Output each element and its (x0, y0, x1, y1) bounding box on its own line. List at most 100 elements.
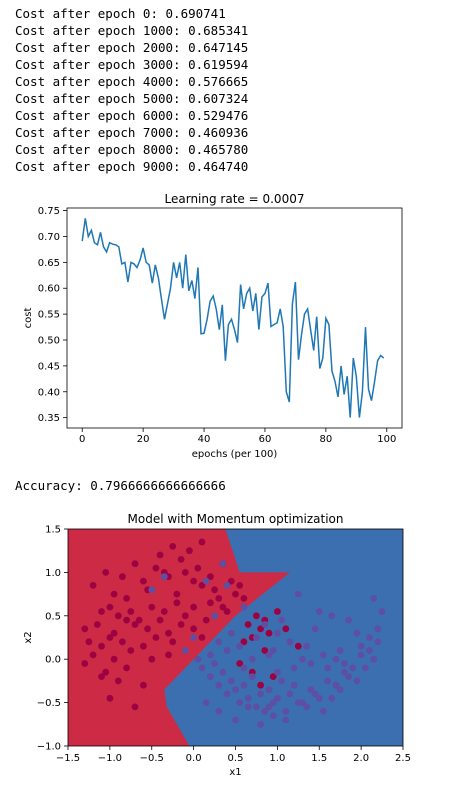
data-point-class-0 (190, 577, 198, 585)
data-point-class-1 (378, 608, 386, 615)
data-point-class-0 (119, 638, 126, 646)
data-point-class-0 (106, 603, 114, 611)
x-tick-label: −1.0 (98, 753, 122, 764)
data-point-class-0 (215, 595, 223, 602)
log-line: Cost after epoch 2000: 0.647145 (15, 40, 249, 55)
data-point-class-0 (190, 603, 198, 611)
data-point-class-0 (202, 616, 210, 624)
data-point-class-1 (366, 634, 373, 641)
y-axis-label: cost (23, 308, 34, 329)
data-point-class-1 (274, 694, 281, 702)
data-point-class-1 (290, 664, 298, 672)
data-point-class-0 (236, 660, 244, 667)
data-point-class-1 (374, 638, 382, 646)
data-point-class-1 (361, 664, 369, 672)
data-point-class-0 (219, 603, 227, 611)
data-point-class-0 (131, 621, 139, 628)
data-point-class-0 (140, 681, 147, 689)
data-point-class-0 (93, 621, 101, 628)
data-point-class-0 (253, 612, 260, 620)
data-point-class-0 (135, 616, 143, 624)
data-point-class-1 (223, 647, 231, 654)
x-tick-label: 0.0 (186, 753, 202, 764)
data-point-class-1 (202, 699, 210, 706)
data-point-class-1 (215, 681, 223, 689)
y-tick-label: −0.5 (37, 698, 61, 709)
data-point-class-1 (286, 690, 294, 698)
data-point-class-0 (144, 625, 152, 633)
data-point-class-0 (211, 586, 219, 594)
data-point-class-1 (207, 651, 214, 659)
data-point-class-0 (169, 638, 177, 646)
y-tick-label: 0.70 (38, 232, 60, 243)
data-point-class-1 (349, 664, 357, 672)
data-point-class-0 (186, 547, 193, 555)
data-point-class-1 (294, 699, 302, 706)
data-point-class-0 (119, 573, 126, 581)
data-point-class-1 (261, 621, 269, 628)
data-point-class-0 (265, 629, 273, 637)
data-point-class-1 (265, 651, 273, 659)
data-point-class-0 (294, 642, 302, 650)
log-line: Cost after epoch 7000: 0.460936 (15, 125, 249, 140)
data-point-class-0 (148, 603, 156, 611)
data-point-class-1 (223, 690, 231, 698)
x-tick-label: 1.5 (311, 753, 327, 764)
data-point-class-0 (160, 608, 168, 615)
data-point-class-1 (240, 681, 248, 689)
data-point-class-1 (227, 677, 235, 685)
data-point-class-1 (269, 712, 277, 719)
data-point-class-1 (265, 686, 273, 693)
data-point-class-0 (223, 608, 231, 615)
data-point-class-1 (253, 634, 260, 641)
data-point-class-0 (123, 664, 130, 672)
data-point-class-0 (181, 612, 189, 620)
data-point-class-0 (110, 590, 118, 598)
region-class-0 (68, 529, 290, 746)
x-axis-label: x1 (229, 767, 241, 778)
log-line: Cost after epoch 9000: 0.464740 (15, 159, 249, 174)
y-tick-label: 1.0 (45, 568, 61, 579)
data-point-class-1 (374, 625, 382, 633)
data-point-class-0 (194, 564, 202, 572)
data-point-class-0 (98, 608, 105, 615)
data-point-class-1 (315, 608, 323, 615)
data-point-class-0 (282, 625, 290, 633)
y-tick-label: 0.0 (45, 655, 61, 666)
data-point-class-0 (165, 651, 172, 659)
log-line: Cost after epoch 0: 0.690741 (15, 6, 226, 21)
data-point-class-1 (357, 651, 365, 659)
data-point-class-0 (198, 582, 206, 589)
y-tick-label: 1.5 (45, 525, 61, 536)
data-point-class-0 (156, 551, 164, 559)
data-point-class-1 (160, 573, 168, 581)
x-axis-label: epochs (per 100) (192, 449, 278, 460)
data-point-class-1 (269, 647, 277, 654)
data-point-class-1 (232, 716, 239, 724)
y-tick-label: 0.75 (38, 206, 60, 217)
data-point-class-1 (248, 673, 256, 680)
data-point-class-0 (177, 621, 185, 628)
data-point-class-0 (81, 660, 89, 667)
data-point-class-1 (257, 690, 264, 698)
data-point-class-0 (236, 582, 244, 589)
data-point-class-0 (102, 569, 110, 576)
data-point-class-1 (248, 655, 256, 663)
x-tick-label: 2.5 (395, 753, 411, 764)
data-point-class-1 (332, 681, 340, 689)
data-point-class-0 (123, 616, 130, 624)
data-point-class-1 (269, 699, 277, 706)
data-point-class-1 (353, 629, 361, 637)
data-point-class-1 (303, 642, 311, 650)
x-tick-label: 80 (319, 434, 332, 445)
data-point-class-0 (89, 651, 97, 659)
data-point-class-1 (219, 560, 227, 568)
data-point-class-1 (303, 703, 311, 711)
data-point-class-0 (127, 647, 135, 654)
data-point-class-1 (311, 625, 319, 633)
x-tick-label: −0.5 (140, 753, 164, 764)
y-tick-label: 0.60 (38, 284, 60, 295)
data-point-class-0 (269, 673, 277, 680)
data-point-class-1 (211, 660, 219, 667)
data-point-class-1 (207, 673, 214, 680)
